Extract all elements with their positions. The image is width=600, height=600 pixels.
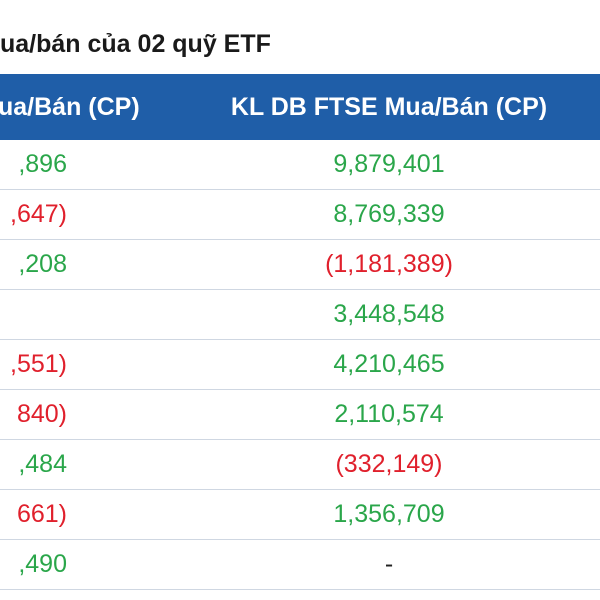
left-value-cell: ,490 <box>18 550 67 578</box>
table-row: 840) 2,110,574 <box>0 390 600 440</box>
table-row: ,647) 8,769,339 <box>0 190 600 240</box>
left-value-cell: 661) <box>16 500 67 528</box>
header-ftse-column: KL DB FTSE Mua/Bán (CP) <box>230 93 548 121</box>
ftse-value-cell: 9,879,401 <box>333 150 445 178</box>
table-body: ,896 9,879,401 ,647) 8,769,339 ,208 (1,1… <box>0 140 600 590</box>
left-value-cell: ,551) <box>10 350 67 378</box>
left-value-cell: ,208 <box>18 250 67 278</box>
left-value-cell: ,484 <box>18 450 67 478</box>
table-title: ua/bán của 02 quỹ ETF <box>0 30 271 58</box>
left-value-cell: ,896 <box>18 150 67 178</box>
ftse-value-cell: (332,149) <box>335 450 443 478</box>
table-header: ua/Bán (CP) KL DB FTSE Mua/Bán (CP) <box>0 74 600 140</box>
left-value-cell: 840) <box>16 400 67 428</box>
ftse-value-cell: 1,356,709 <box>333 500 445 528</box>
table-row: ,484 (332,149) <box>0 440 600 490</box>
ftse-value-cell: - <box>384 550 394 578</box>
table-row: 661) 1,356,709 <box>0 490 600 540</box>
ftse-value-cell: (1,181,389) <box>325 250 453 278</box>
header-left-column: ua/Bán (CP) <box>0 93 140 121</box>
ftse-value-cell: 4,210,465 <box>333 350 445 378</box>
left-value-cell: ,647) <box>10 200 67 228</box>
table-row: 3,448,548 <box>0 290 600 340</box>
table-row: ,896 9,879,401 <box>0 140 600 190</box>
ftse-value-cell: 3,448,548 <box>333 300 445 328</box>
table-row: ,208 (1,181,389) <box>0 240 600 290</box>
table-row: ,551) 4,210,465 <box>0 340 600 390</box>
table-row: ,490 - <box>0 540 600 590</box>
ftse-value-cell: 8,769,339 <box>333 200 445 228</box>
ftse-value-cell: 2,110,574 <box>334 400 444 428</box>
